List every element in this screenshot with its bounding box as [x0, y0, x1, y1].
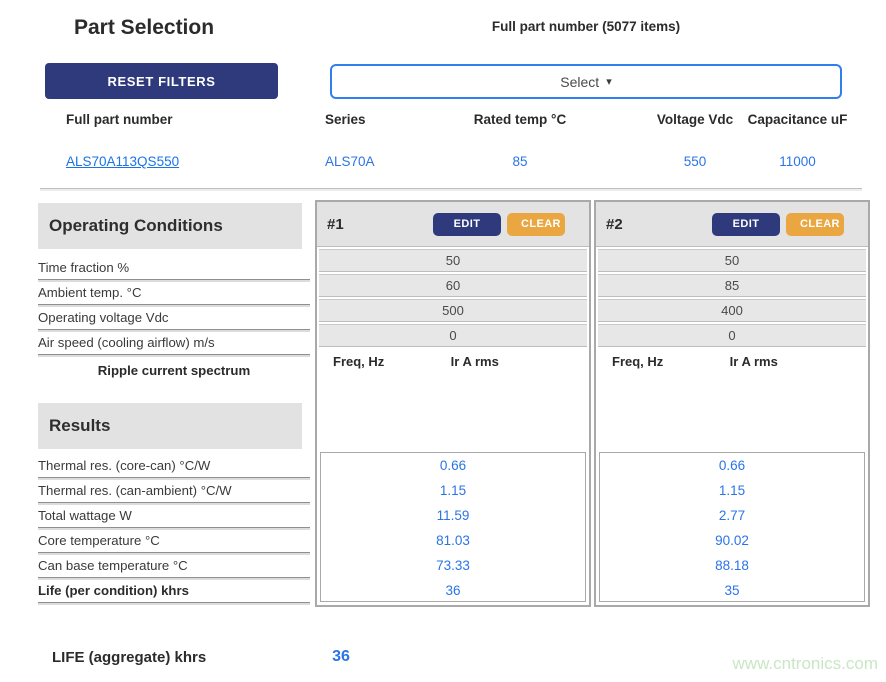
ir-header: Ir A rms [729, 354, 778, 369]
ambient-temp-value: 85 [598, 274, 866, 297]
freq-header: Freq, Hz [612, 354, 664, 369]
air-speed-value: 0 [598, 324, 866, 347]
operating-conditions-header: Operating Conditions [38, 203, 302, 249]
watermark: www.cntronics.com [732, 654, 878, 673]
condition-2-inputs: 50 85 400 0 [596, 247, 868, 347]
ambient-temp-value: 60 [319, 274, 587, 297]
operating-voltage-value: 500 [319, 299, 587, 322]
condition-2-results: 0.66 1.15 2.77 90.02 88.18 35 [599, 452, 865, 602]
items-count-label: Full part number (5077 items) [491, 19, 681, 34]
condition-1-inputs: 50 60 500 0 [317, 247, 589, 347]
clear-button[interactable]: CLEAR [507, 212, 565, 236]
label-life-per-condition: Life (per condition) khrs [38, 578, 310, 603]
edit-button[interactable]: EDIT [433, 212, 501, 236]
condition-panel-2: #2 EDIT CLEAR 50 85 400 0 Freq, Hz Ir A … [594, 200, 870, 607]
life-aggregate-value: 36 [332, 648, 350, 665]
freq-header: Freq, Hz [333, 354, 385, 369]
thermal-can-ambient-result: 1.15 [439, 483, 467, 498]
ir-header: Ir A rms [450, 354, 499, 369]
label-ambient-temp: Ambient temp. °C [38, 280, 310, 305]
select-label: Select [560, 73, 600, 90]
results-header: Results [38, 403, 302, 449]
cell-rated-temp: 85 [512, 154, 528, 169]
total-wattage-result: 2.77 [718, 508, 746, 523]
thermal-core-can-result: 0.66 [439, 458, 467, 473]
thermal-core-can-result: 0.66 [718, 458, 746, 473]
part-number-link[interactable]: ALS70A113QS550 [66, 154, 180, 169]
label-time-fraction: Time fraction % [38, 255, 310, 280]
label-ripple-spectrum: Ripple current spectrum [97, 363, 251, 378]
cell-series: ALS70A [325, 154, 375, 169]
section-divider [40, 188, 862, 191]
condition-2-number: #2 [606, 215, 623, 233]
label-total-wattage: Total wattage W [38, 503, 310, 528]
life-aggregate-label: LIFE (aggregate) khrs [52, 649, 207, 666]
label-operating-voltage: Operating voltage Vdc [38, 305, 310, 330]
can-base-temperature-result: 88.18 [715, 558, 749, 573]
ripple-spectrum-headers: Freq, Hz Ir A rms [596, 352, 868, 374]
col-header-rated-temp: Rated temp °C [473, 112, 567, 127]
edit-button[interactable]: EDIT [712, 212, 780, 236]
label-thermal-can-ambient: Thermal res. (can-ambient) °C/W [38, 478, 310, 503]
condition-1-header: #1 EDIT CLEAR [317, 202, 589, 247]
page-title: Part Selection [74, 16, 215, 39]
core-temperature-result: 81.03 [436, 533, 470, 548]
label-thermal-core-can: Thermal res. (core-can) °C/W [38, 453, 310, 478]
total-wattage-result: 11.59 [436, 508, 470, 523]
can-base-temperature-result: 73.33 [436, 558, 470, 573]
life-per-condition-result: 36 [445, 583, 461, 598]
label-air-speed: Air speed (cooling airflow) m/s [38, 330, 310, 355]
thermal-can-ambient-result: 1.15 [718, 483, 746, 498]
condition-panel-1: #1 EDIT CLEAR 50 60 500 0 Freq, Hz Ir A … [315, 200, 591, 607]
col-header-part-number: Full part number [66, 112, 173, 127]
condition-1-results: 0.66 1.15 11.59 81.03 73.33 36 [320, 452, 586, 602]
operating-voltage-value: 400 [598, 299, 866, 322]
air-speed-value: 0 [319, 324, 587, 347]
condition-1-number: #1 [327, 215, 344, 233]
core-temperature-result: 90.02 [715, 533, 749, 548]
time-fraction-value: 50 [319, 249, 587, 272]
cell-capacitance: 11000 [779, 154, 816, 169]
condition-2-header: #2 EDIT CLEAR [596, 202, 868, 247]
clear-button[interactable]: CLEAR [786, 212, 844, 236]
part-number-select[interactable]: Select ▾ [330, 64, 842, 99]
ripple-spectrum-headers: Freq, Hz Ir A rms [317, 352, 589, 374]
life-per-condition-result: 35 [724, 583, 740, 598]
chevron-down-icon: ▾ [606, 76, 612, 88]
col-header-capacitance: Capacitance uF [747, 112, 848, 127]
table-row: ALS70A113QS550 [66, 154, 216, 169]
label-core-temperature: Core temperature °C [38, 528, 310, 553]
reset-filters-button[interactable]: RESET FILTERS [45, 63, 278, 99]
col-header-series: Series [325, 112, 366, 127]
label-can-base-temperature: Can base temperature °C [38, 553, 310, 578]
cell-voltage: 550 [683, 154, 707, 169]
col-header-voltage: Voltage Vdc [656, 112, 734, 127]
time-fraction-value: 50 [598, 249, 866, 272]
